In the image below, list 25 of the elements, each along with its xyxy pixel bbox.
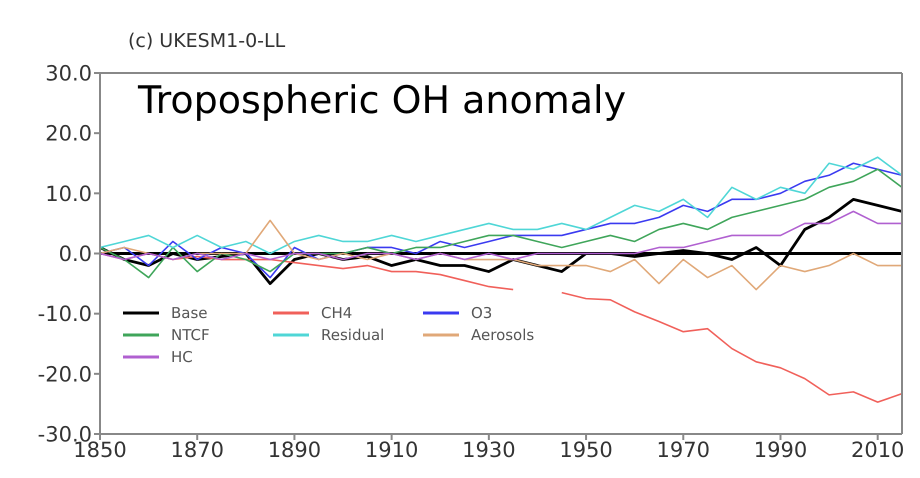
legend-label: HC <box>171 348 193 366</box>
chart-title: (c) UKESM1-0-LL <box>128 30 286 52</box>
line-series <box>100 156 902 254</box>
legend-label: CH4 <box>321 304 352 322</box>
x-tick-label: 1990 <box>754 438 808 462</box>
legend-label: Aerosols <box>471 326 534 344</box>
legend-label: Base <box>171 304 208 322</box>
x-tick-label: 1930 <box>462 438 516 462</box>
y-tick-label: -20.0 <box>38 362 92 386</box>
x-tick-label: 1870 <box>170 438 224 462</box>
annotation: Tropospheric OH anomaly <box>138 78 626 122</box>
y-tick-label: -10.0 <box>38 302 92 326</box>
y-tick-label: 30.0 <box>45 61 92 86</box>
legend-label: NTCF <box>171 326 210 344</box>
legend-label: O3 <box>471 304 492 322</box>
y-tick-label: 0.0 <box>58 242 92 266</box>
x-tick-label: 1970 <box>656 438 710 462</box>
x-tick-label: 1950 <box>559 438 613 462</box>
y-tick-label: 20.0 <box>45 122 92 146</box>
line-series <box>100 210 902 260</box>
x-tick-label: 1890 <box>268 438 322 462</box>
legend-label: Residual <box>321 326 384 344</box>
y-tick-label: 10.0 <box>45 182 92 206</box>
x-tick-label: 1910 <box>364 438 418 462</box>
x-tick-label: 2010 <box>850 438 904 462</box>
